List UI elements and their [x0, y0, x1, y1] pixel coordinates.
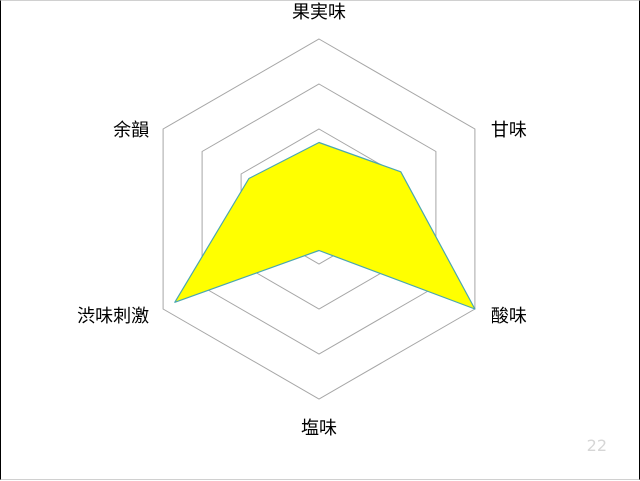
axis-label-saltiness: 塩味	[301, 418, 337, 439]
axis-label-acidity: 酸味	[491, 306, 527, 327]
axis-label-astringency: 渋味刺激	[77, 306, 149, 327]
axis-label-aftertaste: 余韻	[113, 120, 149, 141]
axis-label-sweetness: 甘味	[491, 120, 527, 141]
page-number: 22	[586, 436, 607, 455]
radar-series	[174, 141, 476, 310]
axis-labels: 果実味 甘味 酸味 塩味 渋味刺激 余韻	[77, 2, 527, 439]
grid-ring-3	[201, 83, 437, 355]
grid-ring-4	[162, 38, 476, 400]
axis-label-fruitiness: 果実味	[292, 2, 346, 23]
series-area-0	[174, 141, 476, 310]
